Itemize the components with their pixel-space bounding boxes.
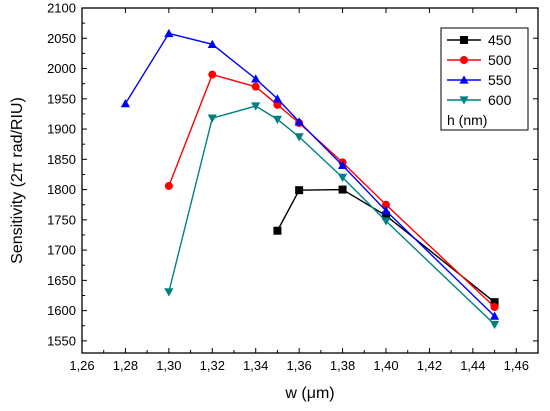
plot-frame (81, 7, 539, 354)
x-tick-label: 1,36 (286, 358, 311, 373)
data-point-550 (251, 74, 261, 83)
data-point-550 (272, 94, 283, 103)
y-tick-label: 2000 (47, 61, 76, 76)
data-point-600 (207, 114, 217, 123)
y-tick-label: 1700 (47, 243, 76, 258)
legend-label-600: 600 (488, 92, 512, 108)
y-tick-label: 1650 (47, 273, 76, 288)
y-tick-label: 1600 (47, 303, 76, 318)
legend-marker-550 (459, 75, 469, 84)
series-line-500 (168, 73, 496, 308)
axes: 1,26 1,28 1,30 1,32 1,34 1,36 1,38 1,40 1,42 1,44… (47, 1, 539, 373)
y-tick-label: 1550 (47, 333, 76, 348)
x-tick-label: 1,38 (330, 358, 355, 373)
data-point-500 (208, 70, 217, 79)
legend-entry-450: 450 (447, 32, 512, 48)
y-tick-label: 1950 (47, 91, 76, 106)
data-series (120, 28, 500, 330)
x-tick-label: 1,46 (504, 358, 529, 373)
legend-label-550: 550 (488, 72, 512, 88)
data-point-450 (490, 298, 499, 307)
data-point-550 (207, 39, 217, 48)
data-point-600 (164, 288, 174, 297)
legend-title: h (nm) (447, 112, 487, 128)
x-tick-label: 1,42 (417, 358, 442, 373)
data-point-450 (382, 211, 390, 220)
legend-marker-600 (459, 96, 469, 105)
data-point-600 (272, 115, 283, 124)
x-tick-label: 1,30 (156, 358, 181, 373)
data-point-550 (120, 99, 131, 108)
y-tick-label: 1750 (47, 212, 76, 227)
data-point-550 (164, 28, 174, 38)
data-point-600 (251, 102, 261, 111)
x-tick-label: 1,34 (243, 358, 268, 373)
legend-marker-500 (460, 56, 468, 64)
legend-box (440, 27, 529, 131)
data-point-450 (273, 226, 282, 235)
series-line-550 (124, 32, 496, 317)
x-tick-label: 1,32 (200, 358, 225, 373)
data-point-500 (273, 100, 282, 109)
legend-marker-450 (460, 36, 468, 44)
x-tick-label: 1,44 (460, 358, 485, 373)
legend-entry-550: 550 (447, 72, 512, 88)
legend-label-450: 450 (488, 32, 512, 48)
data-point-450 (295, 186, 304, 195)
series-550 (120, 28, 500, 320)
data-point-600 (381, 217, 391, 226)
series-500 (164, 70, 499, 311)
data-point-500 (490, 303, 499, 311)
y-tick-label: 1800 (47, 182, 76, 197)
data-point-600 (337, 173, 348, 183)
y-axis-title: Sensitivity (2π rad/RIU) (9, 97, 26, 264)
legend-entry-500: 500 (447, 52, 512, 68)
y-tick-label: 1850 (47, 152, 76, 167)
legend: 450 500 550 600 (440, 27, 529, 131)
data-point-450 (338, 185, 347, 194)
data-point-550 (337, 160, 348, 170)
y-tick-label: 1900 (47, 122, 76, 137)
data-point-550 (489, 311, 500, 320)
data-point-550 (381, 206, 391, 215)
data-point-500 (382, 200, 390, 209)
x-axis-title: w (μm) (284, 385, 334, 402)
data-point-600 (294, 133, 304, 142)
series-600 (164, 102, 500, 330)
x-tick-label: 1,40 (373, 358, 398, 373)
data-point-550 (294, 117, 304, 126)
y-tick-label: 2100 (47, 1, 76, 16)
x-tick-label: 1,28 (113, 358, 138, 373)
data-point-600 (489, 320, 500, 330)
series-450 (273, 185, 499, 307)
x-tick-label: 1,26 (69, 358, 94, 373)
legend-label-500: 500 (488, 52, 512, 68)
series-line-600 (168, 105, 496, 326)
data-point-500 (251, 82, 260, 91)
legend-entry-600: 600 (447, 92, 512, 108)
y-tick-label: 2050 (47, 31, 76, 46)
data-point-500 (164, 181, 173, 190)
